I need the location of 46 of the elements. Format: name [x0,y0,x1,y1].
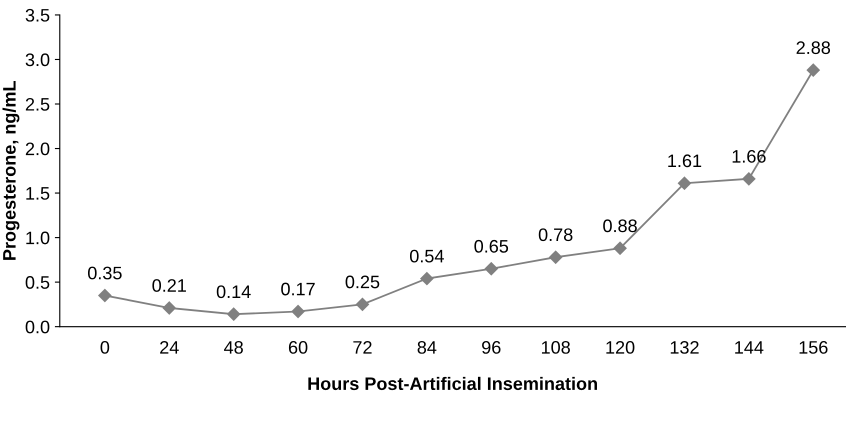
y-tick-label: 1.5 [26,187,50,200]
data-label: 2.88 [796,41,830,54]
y-tick-label: 0.5 [26,276,50,289]
x-tick-label: 108 [542,341,570,354]
point [484,262,498,276]
x-tick-label: 60 [288,341,308,354]
x-tick-label: 120 [606,341,634,354]
y-tick-label: 1.0 [26,232,50,244]
data-label: 0.14 [216,285,251,298]
x-tick-label: 24 [160,341,179,354]
point [806,64,820,77]
data-label: 0.35 [88,266,122,280]
point [291,304,305,318]
data-label: 0.78 [538,228,572,242]
y-tick-label: 3.0 [26,53,50,66]
x-tick-label: 84 [418,341,436,354]
point [227,308,240,321]
x-tick-label: 72 [353,341,372,354]
y-tick-label: 2.0 [26,142,50,156]
point [356,298,370,311]
x-tick-label: 156 [800,341,828,354]
y-tick-label: 3.5 [26,8,50,22]
data-label: 0.21 [152,279,186,292]
data-label: 1.61 [668,154,702,168]
y-tick-label: 0.0 [26,320,50,334]
x-tick-label: 96 [482,341,501,354]
data-label: 0.88 [603,219,637,232]
point [420,272,434,286]
x-tick-label: 144 [735,341,764,354]
x-tick-label: 48 [224,341,243,354]
y-tick-label: 2.5 [26,98,50,111]
data-label: 0.17 [281,282,315,296]
data-label: 1.66 [732,150,766,163]
y-axis-title: Progesterone, ng/mL [2,81,20,260]
point [162,301,176,315]
point [742,172,756,186]
x-tick-label: 0 [100,341,110,354]
data-label: 0.65 [474,240,508,253]
data-label: 0.25 [346,276,380,288]
x-tick-label: 132 [670,341,699,354]
data-label: 0.54 [410,250,444,262]
point [613,242,627,255]
x-axis-title: Hours Post-Artificial Insemination [308,376,597,390]
point [98,288,112,302]
point [549,250,562,264]
point [678,176,692,190]
